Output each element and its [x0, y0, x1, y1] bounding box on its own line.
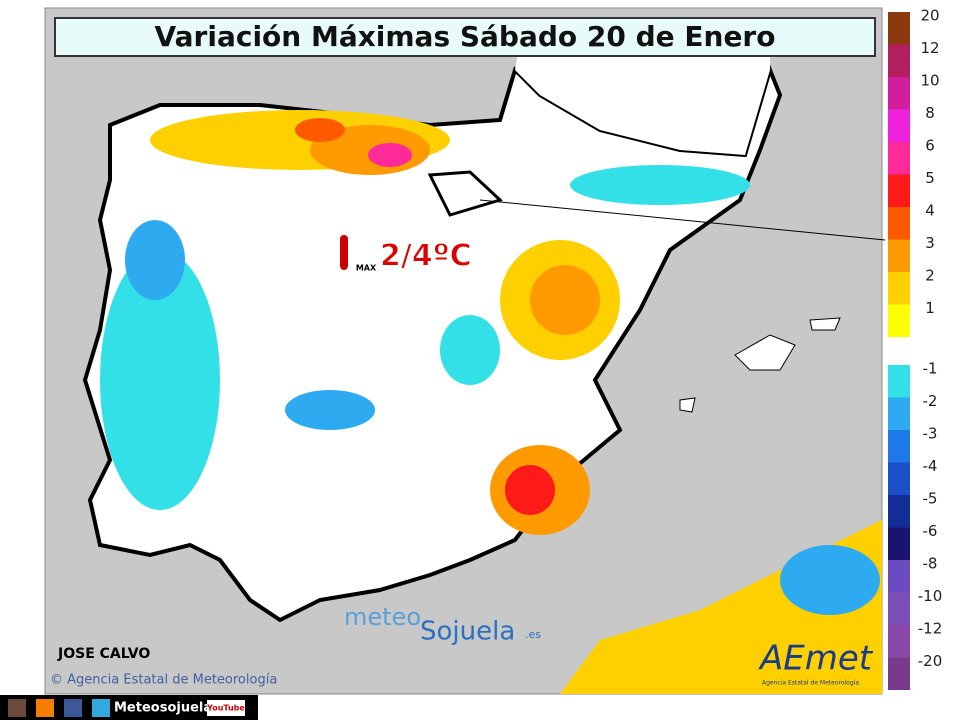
annotation: 2/4ºC — [380, 239, 472, 274]
island — [734, 334, 796, 371]
icon[interactable] — [36, 699, 54, 717]
legend-label: 4 — [925, 202, 935, 220]
legend-label: 2 — [925, 267, 935, 285]
legend-label: -10 — [918, 587, 943, 605]
title-box — [54, 17, 876, 57]
legend-swatch — [888, 657, 910, 690]
legend-swatch — [888, 462, 910, 495]
legend-label: -20 — [918, 652, 943, 670]
watermark: .es — [525, 628, 541, 641]
cool-area — [570, 165, 750, 205]
legend-swatch — [888, 365, 910, 398]
legend-label: 20 — [920, 7, 939, 25]
legend-swatch — [888, 592, 910, 625]
cool-area — [440, 315, 500, 385]
watermark: meteo — [344, 603, 421, 631]
legend-swatch — [888, 239, 910, 272]
legend-swatch — [888, 625, 910, 658]
icon[interactable] — [92, 699, 110, 717]
legend-label: 10 — [920, 72, 939, 90]
legend-swatch — [888, 174, 910, 207]
legend-swatch — [888, 142, 910, 175]
legend-label: 1 — [925, 299, 935, 317]
warm-area — [368, 143, 412, 167]
legend-swatch — [888, 272, 910, 305]
legend-swatch — [888, 397, 910, 430]
copyright: © Agencia Estatal de Meteorología — [50, 673, 277, 688]
logo: AEmet — [758, 639, 874, 679]
legend-label: -3 — [923, 425, 938, 443]
legend-swatch — [888, 207, 910, 240]
cool-area — [100, 250, 220, 510]
legend-label: -4 — [923, 457, 938, 475]
author: JOSE CALVO — [57, 646, 150, 662]
legend-swatch — [888, 304, 910, 337]
island — [809, 317, 841, 331]
cool-area — [285, 390, 375, 430]
france — [515, 30, 770, 155]
cool-area — [780, 545, 880, 615]
icon[interactable] — [8, 699, 26, 717]
pointer-line — [479, 199, 886, 241]
warm-area — [505, 465, 555, 515]
legend-swatch — [888, 109, 910, 142]
icon[interactable] — [64, 699, 82, 717]
legend-label: -5 — [923, 490, 938, 508]
legend-label: 5 — [925, 169, 935, 187]
legend-swatch — [888, 430, 910, 463]
legend-label: -12 — [918, 620, 943, 638]
legend-swatch — [888, 77, 910, 110]
legend-swatch — [888, 495, 910, 528]
watermark: Sojuela — [420, 617, 515, 647]
title: Variación Máximas Sábado 20 de Enero — [155, 20, 776, 53]
legend-swatch — [888, 12, 910, 45]
legend-label: 12 — [920, 39, 939, 57]
logo-subtitle: Agencia Estatal de Meteorología — [762, 680, 859, 687]
legend-label: -8 — [923, 555, 938, 573]
legend-swatch — [888, 560, 910, 593]
legend-label: 6 — [925, 137, 935, 155]
warm-area — [530, 265, 600, 335]
island — [679, 397, 696, 413]
region-outline — [427, 170, 503, 217]
legend-swatch — [888, 527, 910, 560]
legend-label: 8 — [925, 104, 935, 122]
iberia — [82, 30, 886, 694]
warm-area — [295, 118, 345, 142]
legend-label: -6 — [923, 522, 938, 540]
legend-label: -1 — [923, 360, 938, 378]
youtube-badge[interactable] — [207, 700, 245, 716]
legend: 20 12 10 8 6 5 4 3 2 1 -1 -2 -3 -4 -5 -6 -8 -10 -12 -20 — [888, 7, 943, 690]
legend-label: -2 — [923, 392, 938, 410]
footer-handle[interactable]: Meteosojuela — [114, 701, 212, 716]
youtube-label[interactable]: YouTube — [206, 704, 245, 713]
thermometer-icon — [340, 235, 348, 270]
icon-label: MAX — [356, 264, 377, 273]
cool-area — [125, 220, 185, 300]
legend-label: 3 — [925, 234, 935, 252]
legend-swatch — [888, 44, 910, 77]
